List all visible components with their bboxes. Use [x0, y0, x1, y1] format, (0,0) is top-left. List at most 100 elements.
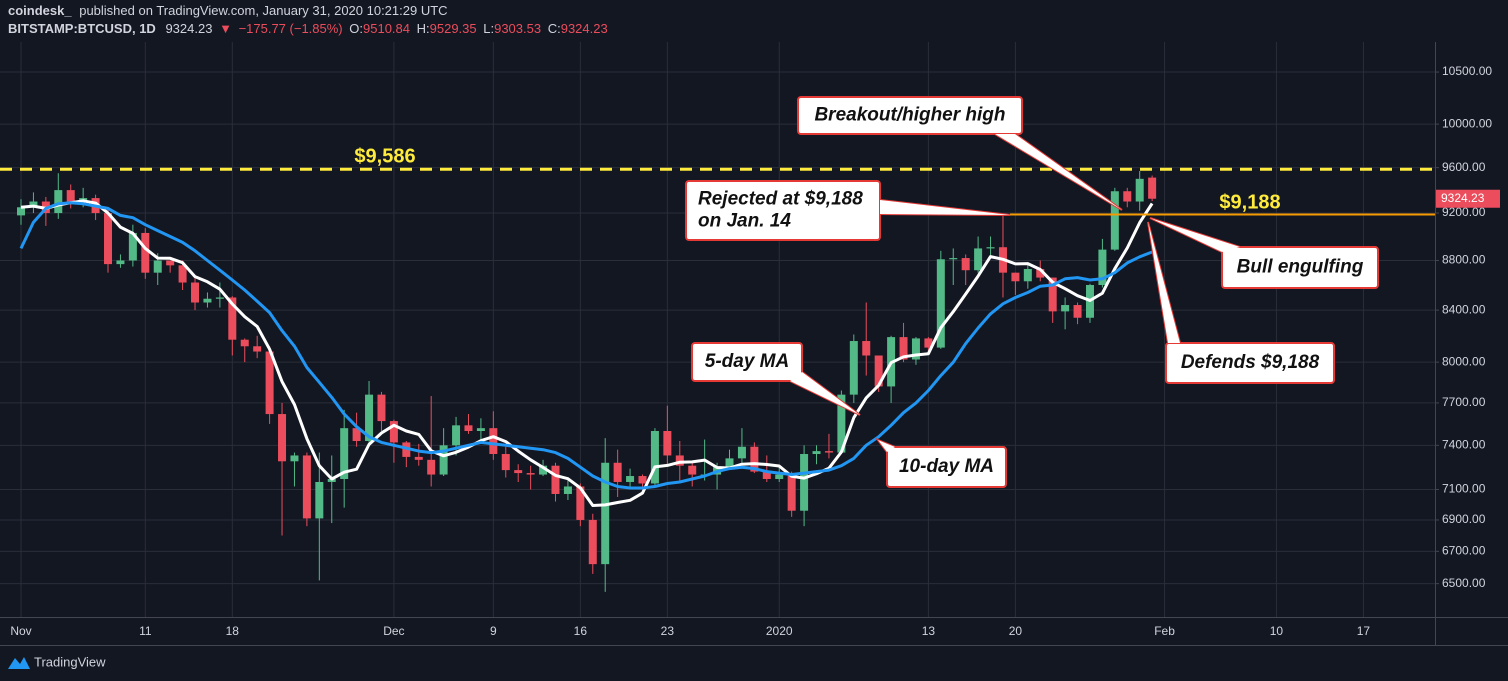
x-tick-label: 18 [226, 624, 240, 638]
callout-box [1221, 246, 1379, 289]
candle-body [141, 232, 150, 273]
x-tick-label: Nov [10, 624, 31, 638]
candle-body [352, 428, 361, 442]
y-tick-label: 9200.00 [1442, 205, 1486, 219]
candle-body [253, 346, 262, 352]
candle-body [166, 260, 175, 266]
candle-body [228, 297, 237, 340]
callout-pointer-cover [790, 372, 860, 415]
candle-body [1036, 268, 1045, 278]
candle-body [974, 248, 983, 271]
candle-body [663, 431, 672, 456]
callout-pointer-cover [880, 200, 1010, 215]
close-label: C: [548, 21, 561, 36]
candle-body [638, 476, 647, 484]
y-tick-label: 8800.00 [1442, 253, 1486, 267]
candle-body [1135, 178, 1144, 202]
y-tick-label: 6500.00 [1442, 576, 1486, 590]
candle-body [464, 425, 473, 432]
candle-body [837, 394, 846, 453]
candle-body [539, 465, 548, 475]
open-label: O: [349, 21, 363, 36]
candle-body [626, 476, 635, 482]
y-tick-label: 6900.00 [1442, 512, 1486, 526]
candle-body [812, 451, 821, 455]
header-line: coindesk_ published on TradingView.com, … [8, 3, 448, 18]
callout-text: on Jan. 14 [698, 211, 791, 232]
candle-body [265, 351, 274, 415]
candle-body [153, 260, 162, 273]
symbol-line: BITSTAMP:BTCUSD, 1D 9324.23 ▼ −175.77 (−… [8, 21, 608, 36]
x-tick-label: 23 [661, 624, 675, 638]
candle-body [862, 341, 871, 356]
candle-body [688, 465, 697, 475]
candle-body [489, 428, 498, 455]
candle-body [936, 259, 945, 348]
brand-logo: TradingView [8, 654, 106, 669]
callout-pointer-cover [878, 440, 895, 452]
y-tick-label: 7700.00 [1442, 395, 1486, 409]
candle-body [1110, 191, 1119, 250]
candle-body [1011, 272, 1020, 282]
candle-body [949, 258, 958, 260]
change: −175.77 (−1.85%) [239, 21, 343, 36]
candle-body [675, 455, 684, 466]
candle-body [750, 446, 759, 472]
callout-text: Rejected at $9,188 [698, 189, 863, 210]
y-tick-label: 10000.00 [1442, 116, 1492, 130]
candle-body [365, 394, 374, 442]
y-tick-label: 9600.00 [1442, 160, 1486, 174]
candle-body [501, 454, 510, 471]
candle-body [824, 451, 833, 453]
x-tick-label: 10 [1270, 624, 1284, 638]
candle-body [961, 258, 970, 271]
x-tick-label: Dec [383, 624, 404, 638]
last-price: 9324.23 [165, 21, 212, 36]
candle-body [849, 341, 858, 395]
down-arrow: ▼ [219, 21, 232, 36]
callout-text: Bull engulfing [1237, 257, 1364, 278]
candle-body [29, 201, 38, 208]
candle-body [775, 474, 784, 480]
candle-body [414, 456, 423, 460]
x-tick-label: 13 [922, 624, 936, 638]
x-tick-label: 11 [139, 624, 152, 638]
candle-body [800, 454, 809, 511]
candle-body [302, 455, 311, 519]
candle-body [576, 486, 585, 520]
candle-body [1148, 177, 1157, 199]
candle-body [476, 428, 485, 432]
brand: TradingView [34, 654, 106, 669]
candle-body [588, 519, 597, 565]
candle-body [116, 260, 125, 265]
candle-body [551, 465, 560, 494]
candle-body [215, 297, 224, 299]
candle-body [191, 282, 200, 303]
x-tick-label: 9 [490, 624, 497, 638]
candle-body [1061, 305, 1070, 312]
candle-body [54, 190, 63, 214]
logo-icon [8, 657, 30, 669]
candle-body [17, 207, 25, 216]
open-value: 9510.84 [363, 21, 410, 36]
x-tick-label: 17 [1357, 624, 1371, 638]
candle-body [526, 473, 535, 475]
y-tick-label: 10500.00 [1442, 64, 1492, 78]
y-tick-label: 6700.00 [1442, 544, 1486, 558]
callout-text: 5-day MA [705, 351, 789, 372]
candle-body [1123, 191, 1132, 202]
candle-body [377, 394, 386, 422]
candle-body [601, 462, 610, 565]
candle-body [613, 462, 622, 482]
callout-box [797, 96, 1023, 135]
callout-pointer-cover [1150, 218, 1240, 252]
low-value: 9303.53 [494, 21, 541, 36]
candle-body [1023, 268, 1032, 282]
candle-body [899, 337, 908, 360]
price-badge-label: 9324.23 [1441, 191, 1485, 205]
price-badge [1436, 189, 1500, 208]
ma-line [20, 199, 1154, 507]
candle-body [924, 338, 933, 348]
symbol: BITSTAMP:BTCUSD, 1D [8, 21, 156, 36]
